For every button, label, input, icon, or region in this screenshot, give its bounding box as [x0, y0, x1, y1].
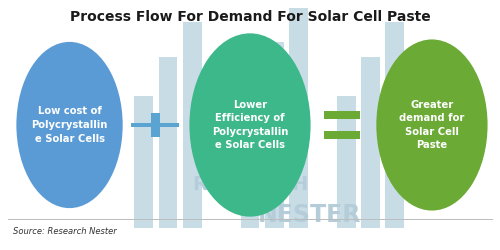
Text: Lower
Efficiency of
Polycrystallin
e Solar Cells: Lower Efficiency of Polycrystallin e Sol… — [212, 100, 288, 150]
Bar — [134, 96, 153, 228]
Bar — [158, 56, 178, 228]
Ellipse shape — [190, 33, 310, 217]
Bar — [386, 22, 404, 228]
Text: RESEARCH: RESEARCH — [192, 176, 308, 195]
Text: NESTER: NESTER — [258, 204, 361, 228]
Text: Greater
demand for
Solar Cell
Paste: Greater demand for Solar Cell Paste — [400, 100, 464, 150]
Bar — [361, 56, 380, 228]
Ellipse shape — [16, 42, 122, 208]
Bar — [289, 8, 308, 228]
Bar — [183, 22, 202, 228]
Text: Process Flow For Demand For Solar Cell Paste: Process Flow For Demand For Solar Cell P… — [70, 10, 430, 24]
Text: Low cost of
Polycrystallin
e Solar Cells: Low cost of Polycrystallin e Solar Cells — [32, 106, 108, 144]
Bar — [132, 123, 179, 127]
Ellipse shape — [376, 40, 488, 210]
Bar — [324, 131, 360, 139]
Bar — [337, 96, 356, 228]
Bar — [240, 81, 260, 228]
Text: Source: Research Nester: Source: Research Nester — [12, 227, 117, 236]
Bar — [150, 113, 160, 137]
Bar — [265, 42, 283, 228]
Bar — [324, 111, 360, 119]
